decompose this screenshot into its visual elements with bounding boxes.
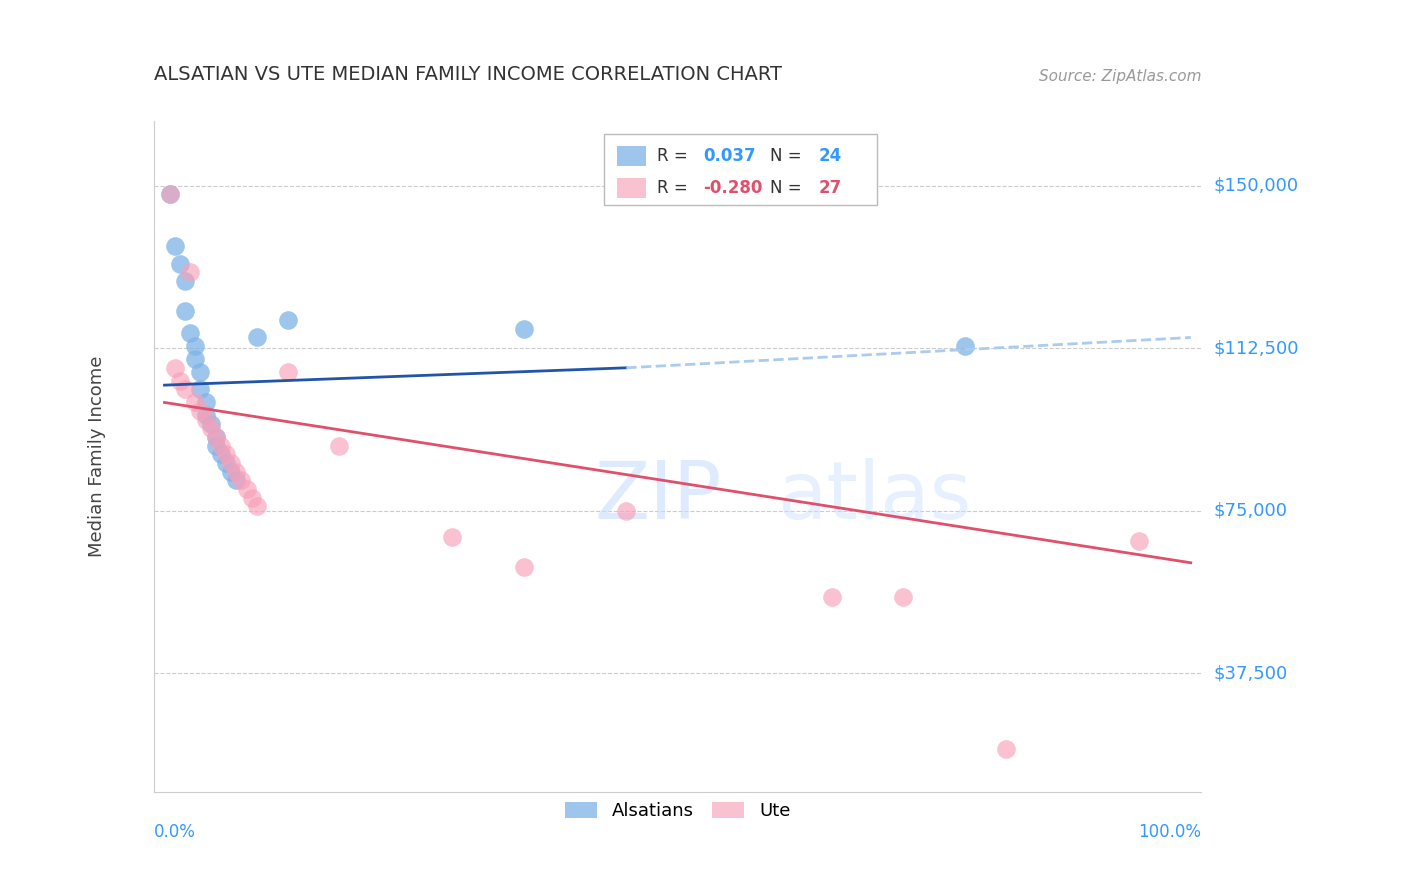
Text: $37,500: $37,500 bbox=[1213, 665, 1288, 682]
Point bbox=[995, 742, 1018, 756]
Point bbox=[215, 447, 238, 461]
Point bbox=[204, 439, 226, 453]
Point bbox=[190, 383, 212, 397]
Point bbox=[194, 395, 217, 409]
Text: ALSATIAN VS UTE MEDIAN FAMILY INCOME CORRELATION CHART: ALSATIAN VS UTE MEDIAN FAMILY INCOME COR… bbox=[155, 65, 782, 84]
FancyBboxPatch shape bbox=[617, 178, 647, 198]
Point bbox=[190, 404, 212, 418]
Text: N =: N = bbox=[769, 147, 807, 165]
FancyBboxPatch shape bbox=[605, 135, 876, 205]
Point bbox=[169, 257, 191, 271]
Point bbox=[219, 456, 242, 470]
Point bbox=[225, 474, 247, 488]
Point bbox=[179, 326, 201, 340]
Text: 0.037: 0.037 bbox=[703, 147, 755, 165]
Point bbox=[240, 491, 263, 505]
Point bbox=[225, 465, 247, 479]
Point bbox=[200, 417, 222, 431]
Point bbox=[231, 474, 253, 488]
Point bbox=[1128, 534, 1150, 549]
Point bbox=[174, 274, 197, 288]
Legend: Alsatians, Ute: Alsatians, Ute bbox=[558, 795, 797, 827]
Point bbox=[246, 500, 269, 514]
Point bbox=[328, 439, 350, 453]
Point bbox=[184, 395, 207, 409]
Point bbox=[209, 439, 232, 453]
Text: ZIP: ZIP bbox=[593, 458, 721, 536]
Point bbox=[512, 322, 534, 336]
Point bbox=[277, 313, 299, 327]
Point bbox=[163, 239, 186, 253]
Point bbox=[215, 456, 238, 470]
Text: 27: 27 bbox=[818, 179, 842, 197]
Text: N =: N = bbox=[769, 179, 807, 197]
Point bbox=[163, 360, 186, 375]
Text: 24: 24 bbox=[818, 147, 842, 165]
Point bbox=[159, 187, 181, 202]
Point bbox=[209, 447, 232, 461]
Point bbox=[174, 383, 197, 397]
Point bbox=[184, 352, 207, 367]
FancyBboxPatch shape bbox=[617, 145, 647, 166]
Point bbox=[953, 339, 976, 353]
Point bbox=[200, 421, 222, 435]
Point bbox=[179, 265, 201, 279]
Point bbox=[246, 330, 269, 344]
Point bbox=[204, 430, 226, 444]
Point bbox=[190, 365, 212, 379]
Point bbox=[277, 365, 299, 379]
Point bbox=[159, 187, 181, 202]
Text: atlas: atlas bbox=[778, 458, 972, 536]
Point bbox=[614, 504, 637, 518]
Point bbox=[820, 591, 842, 605]
Text: -0.280: -0.280 bbox=[703, 179, 762, 197]
Text: R =: R = bbox=[657, 147, 693, 165]
Point bbox=[219, 465, 242, 479]
Text: Median Family Income: Median Family Income bbox=[87, 356, 105, 558]
Point bbox=[893, 591, 915, 605]
Text: $150,000: $150,000 bbox=[1213, 177, 1299, 194]
Point bbox=[512, 560, 534, 574]
Point bbox=[174, 304, 197, 318]
Point bbox=[194, 409, 217, 423]
Point bbox=[194, 413, 217, 427]
Point bbox=[235, 482, 257, 496]
Point bbox=[184, 339, 207, 353]
Point bbox=[204, 430, 226, 444]
Text: 100.0%: 100.0% bbox=[1137, 822, 1201, 840]
Text: $112,500: $112,500 bbox=[1213, 339, 1299, 358]
Text: R =: R = bbox=[657, 179, 693, 197]
Text: 0.0%: 0.0% bbox=[155, 822, 195, 840]
Text: $75,000: $75,000 bbox=[1213, 502, 1288, 520]
Point bbox=[440, 530, 463, 544]
Point bbox=[169, 374, 191, 388]
Text: Source: ZipAtlas.com: Source: ZipAtlas.com bbox=[1039, 69, 1201, 84]
